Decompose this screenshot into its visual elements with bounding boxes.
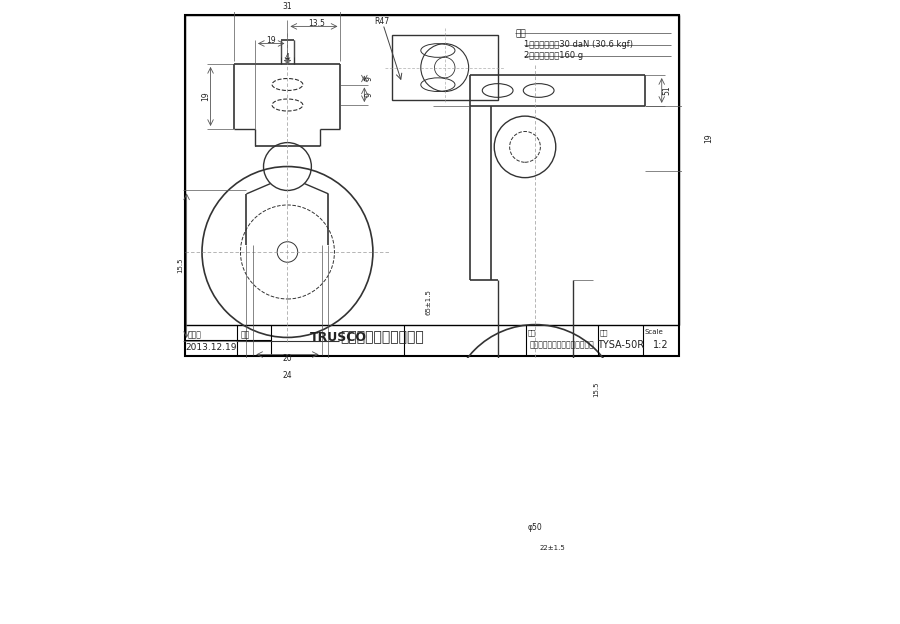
Text: アングル式ゴム車輪キャスター: アングル式ゴム車輪キャスター [530, 341, 595, 349]
Text: 13.5: 13.5 [308, 19, 325, 28]
Text: 2．製品重量　160 g: 2．製品重量 160 g [524, 51, 582, 60]
Text: 22±1.5: 22±1.5 [539, 545, 565, 551]
Text: トラスコ中山株式会社: トラスコ中山株式会社 [340, 330, 424, 344]
Text: 注記: 注記 [515, 29, 526, 39]
Bar [392, 35, 498, 100]
Text: Scale: Scale [644, 329, 662, 336]
Text: 65±1.5: 65±1.5 [426, 290, 432, 315]
Text: 19: 19 [266, 36, 276, 45]
Text: 51: 51 [662, 85, 671, 95]
Text: 19: 19 [201, 92, 210, 101]
Text: 1:2: 1:2 [652, 340, 669, 350]
Text: 9: 9 [364, 76, 373, 81]
Text: TYSA-50R: TYSA-50R [597, 340, 644, 350]
Text: 検図: 検図 [240, 331, 249, 339]
Text: 19: 19 [704, 134, 713, 143]
Text: 作成日: 作成日 [187, 331, 202, 339]
Text: φ50: φ50 [528, 523, 543, 532]
Text: 15.5: 15.5 [177, 258, 184, 273]
Text: 24: 24 [283, 371, 293, 380]
Text: 20: 20 [283, 354, 293, 363]
Text: 2013.12.19: 2013.12.19 [185, 343, 237, 353]
Text: 4: 4 [285, 53, 290, 62]
Text: R47: R47 [374, 17, 390, 26]
Text: 31: 31 [283, 2, 293, 11]
Bar [184, 14, 679, 325]
Text: TRUSCO: TRUSCO [310, 331, 366, 344]
Text: 1．許容荷重　30 daN (30.6 kgf): 1．許容荷重 30 daN (30.6 kgf) [524, 39, 633, 49]
Text: 15.5: 15.5 [593, 382, 599, 397]
Text: 品名: 品名 [527, 329, 536, 336]
Text: 9: 9 [364, 92, 373, 97]
Text: 品番: 品番 [599, 329, 608, 336]
